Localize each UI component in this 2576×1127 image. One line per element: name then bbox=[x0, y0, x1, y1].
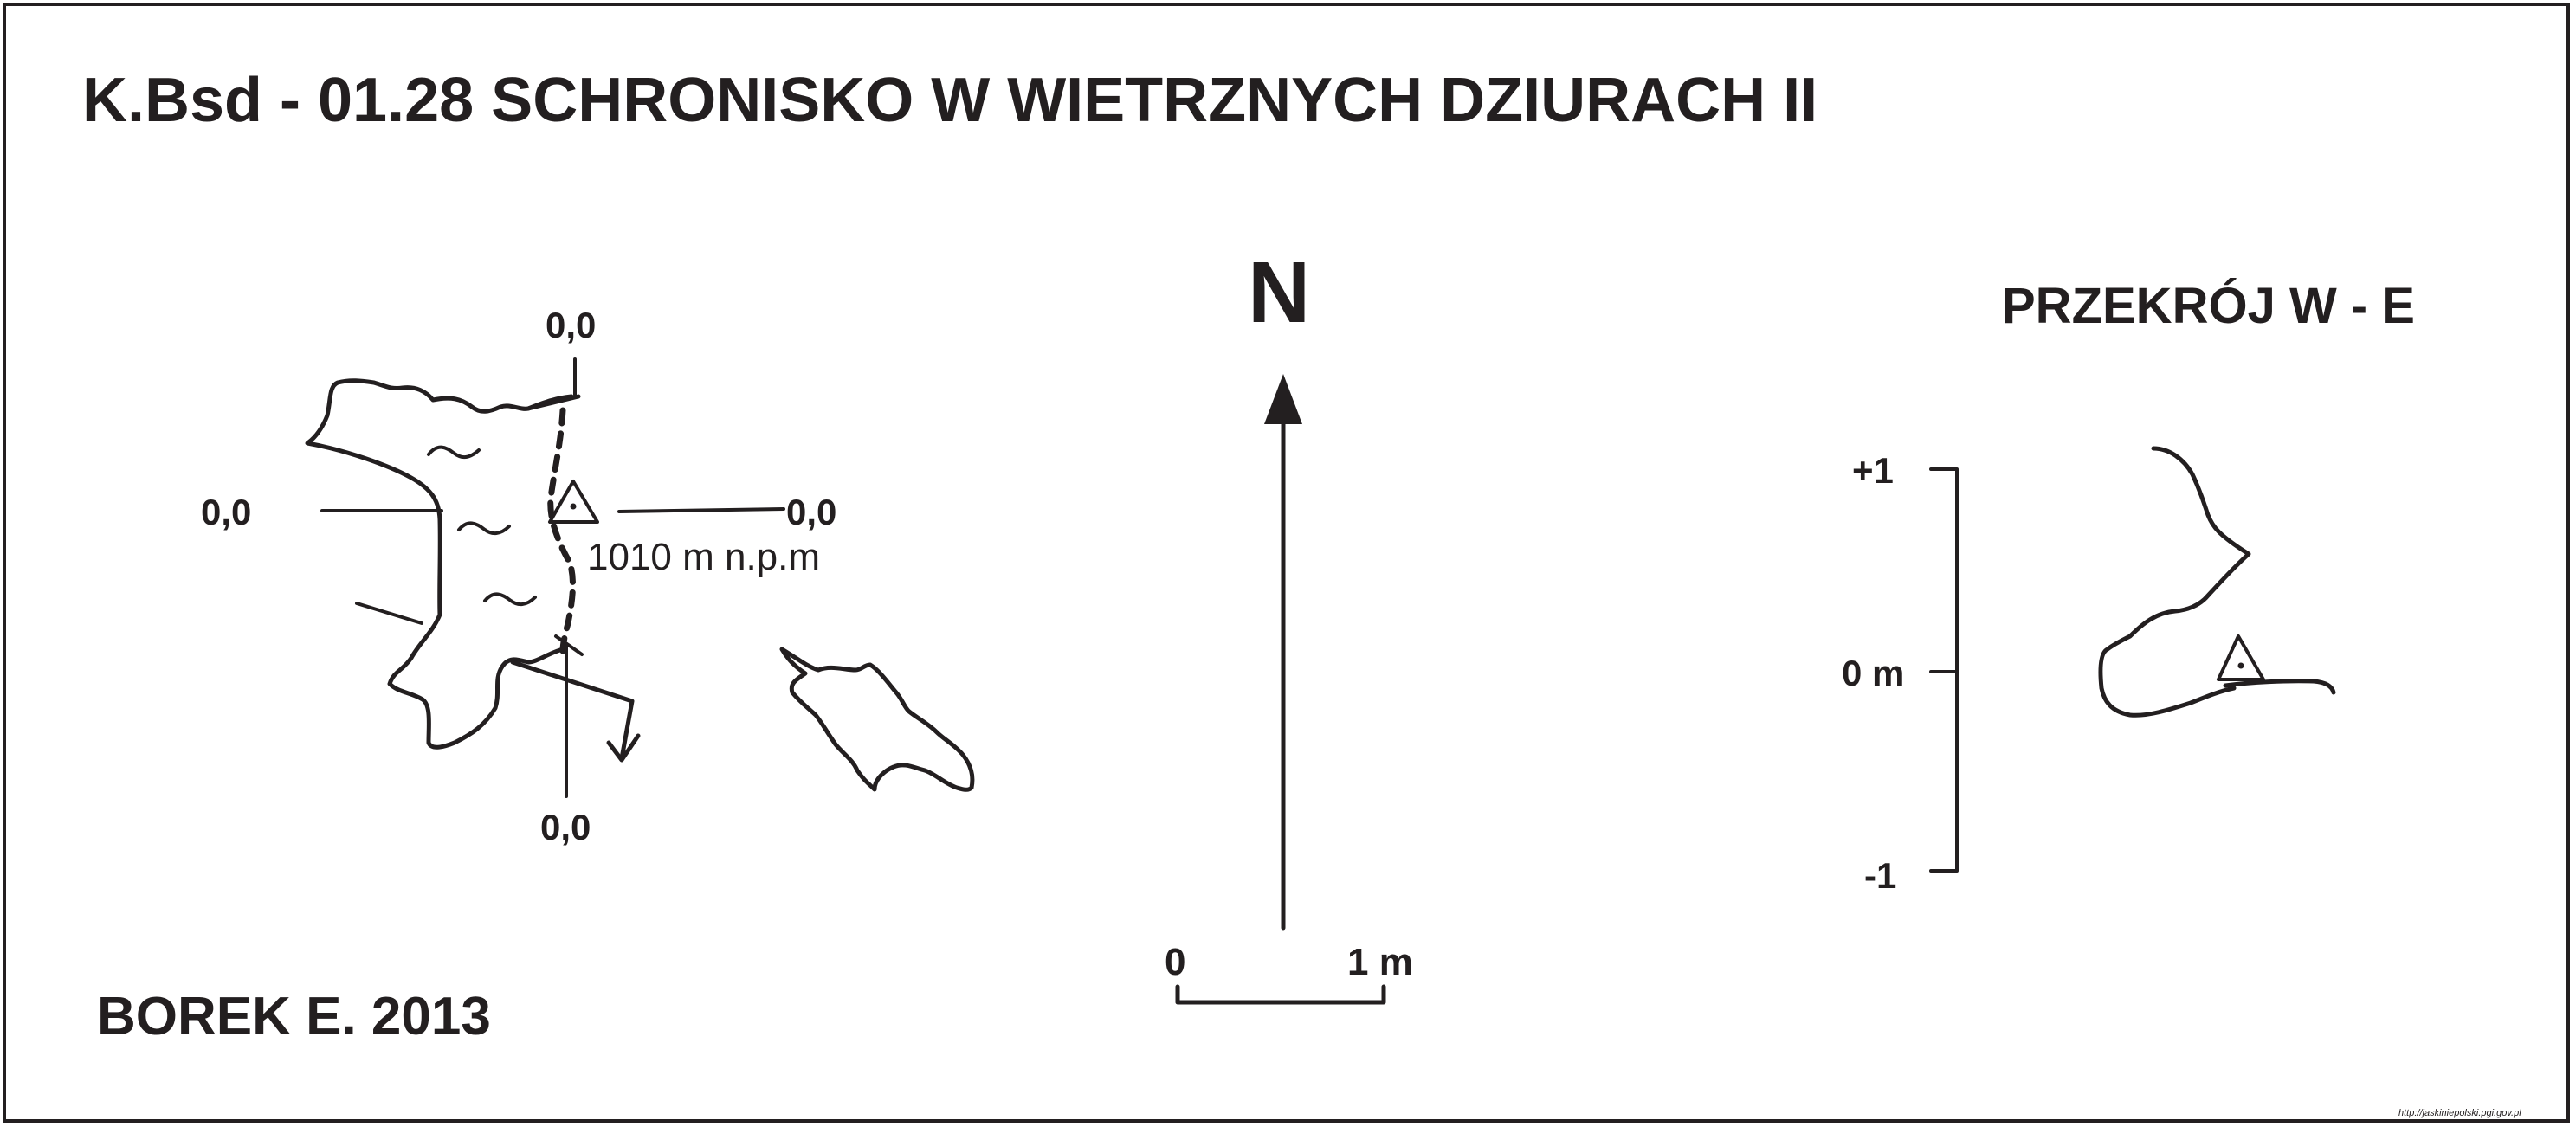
dripline-dashed bbox=[547, 407, 576, 654]
survey-point-triangle bbox=[548, 480, 599, 524]
slope-arrow bbox=[510, 660, 635, 761]
north-arrow-head bbox=[1264, 374, 1302, 424]
detached-block-outline bbox=[779, 647, 975, 792]
elevation-label-left: 0,0 bbox=[201, 492, 252, 532]
page-title: K.Bsd - 01.28 SCHRONISKO W WIETRZNYCH DZ… bbox=[82, 66, 1818, 135]
author-credit: BOREK E. 2013 bbox=[97, 987, 491, 1046]
section-tick-top: +1 bbox=[1852, 450, 1894, 491]
profile-line-right bbox=[617, 507, 785, 513]
section-tick-bottom: -1 bbox=[1864, 855, 1897, 896]
section-survey-triangle bbox=[2217, 634, 2265, 681]
map-frame bbox=[3, 3, 2570, 1123]
sediment-mark bbox=[427, 445, 481, 460]
north-label: N bbox=[1248, 244, 1311, 341]
sediment-mark bbox=[483, 592, 537, 607]
cave-plan-outline bbox=[305, 378, 574, 750]
section-profile-outline bbox=[2098, 446, 2251, 718]
section-tick-zero: 0 m bbox=[1842, 653, 1905, 693]
elevation-label-top: 0,0 bbox=[546, 305, 597, 345]
scale-bar bbox=[1175, 984, 1386, 1005]
profile-line-lower-left bbox=[355, 602, 423, 625]
section-title: PRZEKRÓJ W - E bbox=[2002, 278, 2415, 334]
scale-start-label: 0 bbox=[1165, 941, 1186, 983]
sediment-mark bbox=[457, 521, 511, 536]
scale-end-label: 1 m bbox=[1347, 941, 1413, 983]
altitude-label: 1010 m n.p.m bbox=[587, 536, 821, 578]
elevation-label-bottom: 0,0 bbox=[540, 807, 591, 847]
elevation-label-right: 0,0 bbox=[786, 492, 837, 532]
source-credit: http://jaskiniepolski.pgi.gov.pl bbox=[2398, 1108, 2521, 1118]
